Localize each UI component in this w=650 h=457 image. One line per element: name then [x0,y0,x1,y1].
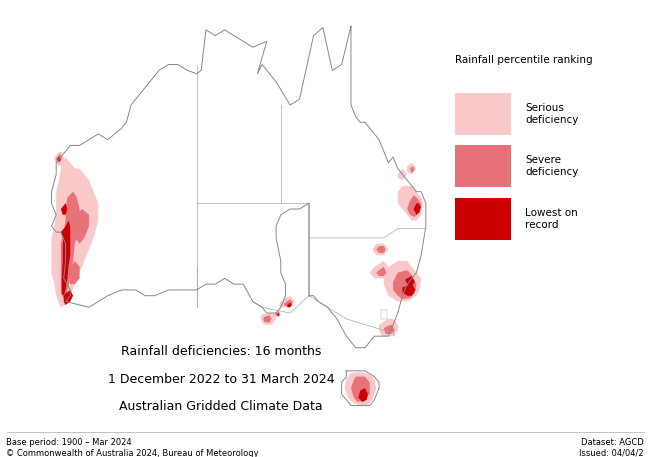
Polygon shape [62,221,70,296]
Polygon shape [61,203,68,215]
Text: Base period: 1900 – Mar 2024: Base period: 1900 – Mar 2024 [6,438,132,447]
Polygon shape [64,290,73,305]
Polygon shape [342,371,379,405]
Polygon shape [393,270,417,299]
Polygon shape [384,324,395,334]
Polygon shape [370,261,389,278]
Polygon shape [283,299,293,306]
Polygon shape [277,313,280,316]
Polygon shape [263,315,272,322]
Polygon shape [372,244,389,255]
Polygon shape [61,226,68,238]
Polygon shape [344,372,376,405]
Text: Serious
deficiency: Serious deficiency [525,103,578,124]
Polygon shape [279,296,295,307]
FancyBboxPatch shape [455,198,511,240]
Polygon shape [413,203,421,215]
Polygon shape [68,261,79,284]
Polygon shape [407,195,421,217]
Polygon shape [402,284,415,296]
Polygon shape [55,151,64,166]
Text: Australian Gridded Climate Data: Australian Gridded Climate Data [119,400,323,413]
Polygon shape [260,313,276,324]
Polygon shape [410,166,415,173]
Polygon shape [376,246,385,253]
Polygon shape [56,154,62,163]
Text: Rainfall percentile ranking: Rainfall percentile ranking [455,55,593,65]
Text: 1 December 2022 to 31 March 2024: 1 December 2022 to 31 March 2024 [108,373,334,386]
Text: Issued: 04/04/2: Issued: 04/04/2 [579,449,644,457]
Polygon shape [272,311,281,318]
Text: Lowest on
record: Lowest on record [525,208,578,229]
Polygon shape [275,312,280,317]
Polygon shape [73,209,89,244]
Text: Severe
deficiency: Severe deficiency [525,155,578,177]
Polygon shape [398,186,423,221]
Polygon shape [405,276,415,287]
Polygon shape [351,377,370,402]
Polygon shape [51,27,426,348]
Text: © Commonwealth of Australia 2024, Bureau of Meteorology: © Commonwealth of Australia 2024, Bureau… [6,449,259,457]
Polygon shape [358,388,368,402]
FancyBboxPatch shape [455,93,511,135]
Polygon shape [51,157,98,307]
FancyBboxPatch shape [455,145,511,187]
Polygon shape [384,261,421,302]
Polygon shape [379,319,398,336]
Text: Rainfall deficiencies: 16 months: Rainfall deficiencies: 16 months [121,345,321,358]
Polygon shape [61,191,79,298]
Polygon shape [287,303,292,307]
Polygon shape [398,169,407,180]
Text: Dataset: AGCD: Dataset: AGCD [580,438,644,447]
Polygon shape [407,163,417,174]
Polygon shape [57,157,61,162]
Polygon shape [376,267,387,276]
